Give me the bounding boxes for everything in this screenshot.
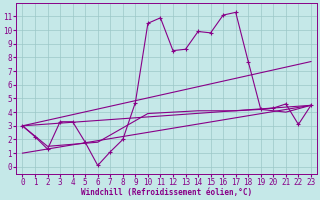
X-axis label: Windchill (Refroidissement éolien,°C): Windchill (Refroidissement éolien,°C) [81,188,252,197]
